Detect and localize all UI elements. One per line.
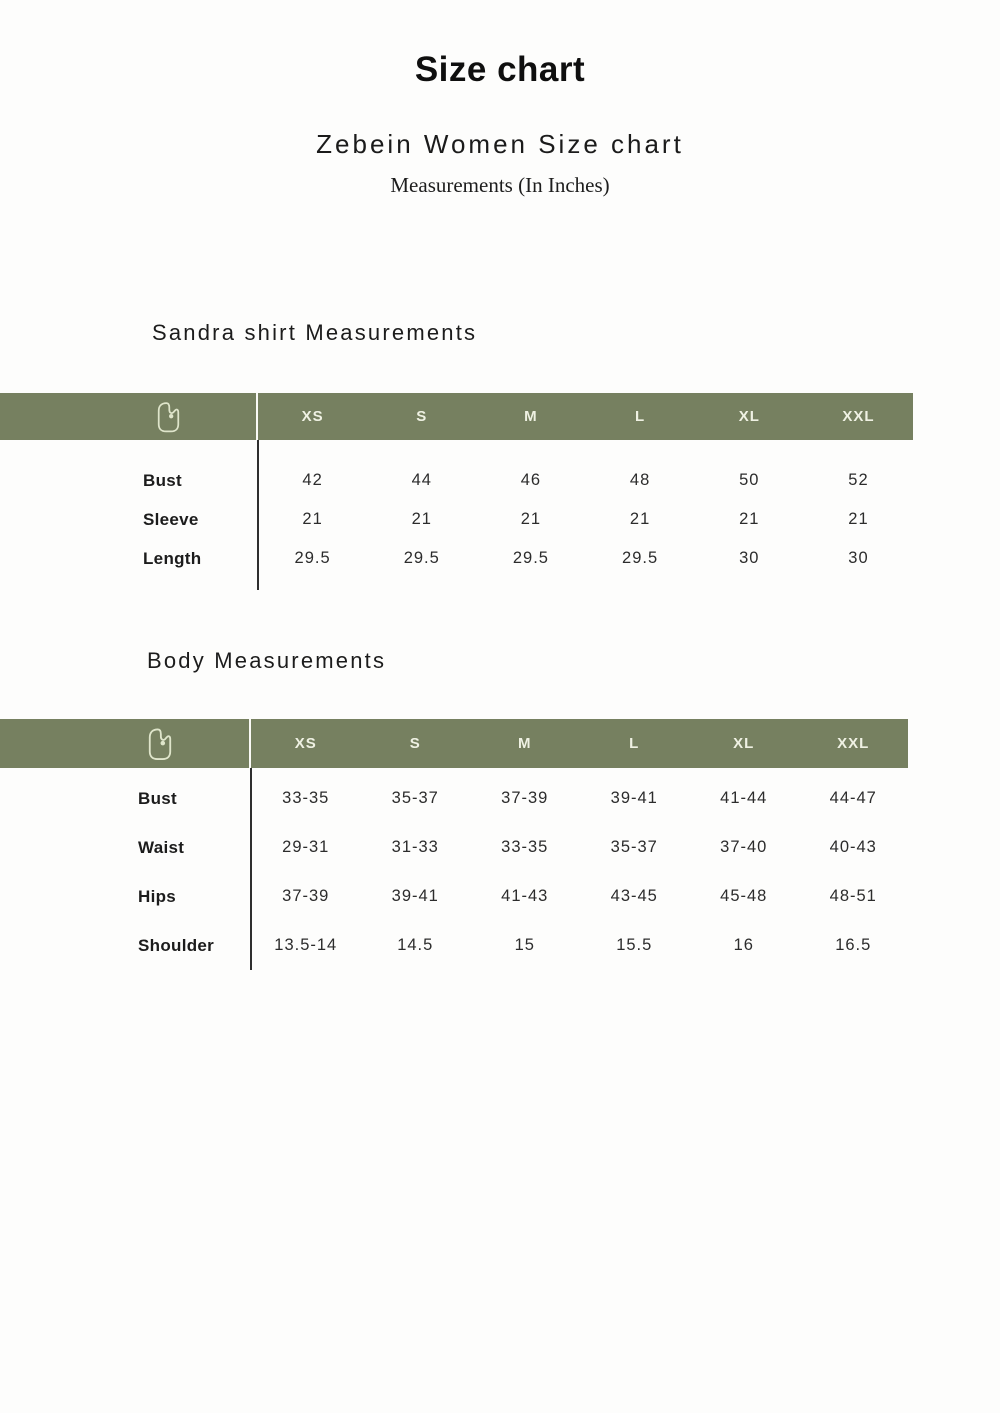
cell-value: 29-31 (282, 838, 330, 856)
col-header-xxl: XXL (837, 735, 870, 752)
shirt-table-header: XS S M L XL XXL (0, 393, 913, 440)
cell-value: 35-37 (391, 789, 439, 807)
cell-value: 50 (739, 471, 760, 489)
cell-value: 48-51 (829, 887, 877, 905)
cell-value: 48 (629, 471, 651, 489)
logo-cell (0, 393, 258, 440)
cell-value: 14.5 (397, 936, 434, 954)
row-values: 33-35 35-37 37-39 39-41 41-44 44-47 (251, 789, 908, 808)
row-label: Length (143, 548, 202, 568)
table-row-shoulder: Shoulder 13.5-14 14.5 15 15.5 16 16.5 (0, 921, 1000, 970)
cell-value: 37-39 (282, 887, 330, 905)
section-title-body: Body Measurements (147, 648, 387, 673)
page-title: Size chart (414, 50, 586, 89)
cell-value: 21 (739, 510, 760, 528)
col-header-xl: XL (733, 735, 755, 752)
table-row-bust: Bust 33-35 35-37 37-39 39-41 41-44 44-47 (0, 774, 1000, 823)
cell-value: 45-48 (720, 887, 768, 905)
cell-value: 29.5 (622, 549, 659, 567)
cell-value: 39-41 (610, 789, 658, 807)
cell-value: 15.5 (616, 936, 653, 954)
cell-value: 29.5 (294, 549, 331, 567)
row-values: 37-39 39-41 41-43 43-45 45-48 48-51 (251, 887, 908, 906)
cell-value: 30 (848, 549, 869, 567)
section-title-shirt: Sandra shirt Measurements (152, 320, 478, 345)
cell-value: 30 (739, 549, 760, 567)
row-values: 13.5-14 14.5 15 15.5 16 16.5 (251, 936, 908, 955)
cell-value: 16.5 (835, 936, 872, 954)
table-row-bust: Bust 42 44 46 48 50 52 (0, 461, 1000, 500)
cell-value: 33-35 (501, 838, 549, 856)
cell-value: 44 (411, 471, 432, 489)
table-row-waist: Waist 29-31 31-33 33-35 35-37 37-40 40-4… (0, 823, 1000, 872)
row-label: Bust (138, 788, 177, 808)
col-header-s: S (409, 735, 421, 752)
cell-value: 21 (302, 510, 323, 528)
cell-value: 15 (514, 936, 535, 954)
cell-value: 21 (411, 510, 432, 528)
col-header-m: M (524, 408, 538, 425)
cell-value: 46 (520, 471, 542, 489)
cell-value: 40-43 (829, 838, 877, 856)
col-header-xxl: XXL (842, 408, 875, 425)
row-values: 29-31 31-33 33-35 35-37 37-40 40-43 (251, 838, 908, 857)
logo-cell (0, 719, 251, 768)
table-row-length: Length 29.5 29.5 29.5 29.5 30 30 (0, 539, 1000, 578)
units-note: Measurements (In Inches) (390, 173, 610, 197)
row-values: 21 21 21 21 21 21 (258, 510, 913, 529)
body-table-body: Bust 33-35 35-37 37-39 39-41 41-44 44-47… (0, 768, 1000, 970)
shirt-table-body: Bust 42 44 46 48 50 52 Sleeve 21 21 21 2… (0, 440, 1000, 590)
table-row-hips: Hips 37-39 39-41 41-43 43-45 45-48 48-51 (0, 872, 1000, 921)
brand-subtitle: Zebein Women Size chart (316, 129, 684, 159)
cell-value: 21 (848, 510, 869, 528)
cell-value: 41-43 (501, 887, 549, 905)
cell-value: 37-40 (720, 838, 768, 856)
row-label: Hips (138, 886, 177, 906)
col-header-l: L (635, 408, 646, 425)
col-header-s: S (416, 408, 428, 425)
row-label: Shoulder (138, 935, 215, 955)
cell-value: 21 (629, 510, 651, 528)
brand-tag-icon (148, 728, 172, 760)
cell-value: 13.5-14 (274, 936, 338, 954)
column-divider (250, 768, 252, 970)
row-label: Bust (143, 470, 182, 490)
cell-value: 37-39 (501, 789, 549, 807)
table-row-sleeve: Sleeve 21 21 21 21 21 21 (0, 500, 1000, 539)
column-divider (257, 440, 259, 590)
brand-tag-icon (157, 401, 180, 432)
row-label: Waist (138, 837, 185, 857)
cell-value: 42 (302, 471, 323, 489)
cell-value: 44-47 (829, 789, 877, 807)
cell-value: 16 (733, 936, 754, 954)
cell-value: 21 (520, 510, 542, 528)
body-table-header: XS S M L XL XXL (0, 719, 908, 768)
col-header-xs: XS (301, 408, 324, 425)
cell-value: 29.5 (512, 549, 549, 567)
cell-value: 41-44 (720, 789, 768, 807)
cell-value: 35-37 (610, 838, 658, 856)
row-values: 42 44 46 48 50 52 (258, 471, 913, 490)
col-header-xl: XL (738, 408, 760, 425)
row-values: 29.5 29.5 29.5 29.5 30 30 (258, 549, 913, 568)
cell-value: 43-45 (610, 887, 658, 905)
cell-value: 33-35 (282, 789, 330, 807)
row-label: Sleeve (143, 509, 199, 529)
col-header-l: L (629, 735, 640, 752)
cell-value: 29.5 (403, 549, 440, 567)
col-header-m: M (518, 735, 532, 752)
cell-value: 39-41 (391, 887, 439, 905)
cell-value: 31-33 (391, 838, 439, 856)
cell-value: 52 (848, 471, 869, 489)
col-header-xs: XS (294, 735, 317, 752)
